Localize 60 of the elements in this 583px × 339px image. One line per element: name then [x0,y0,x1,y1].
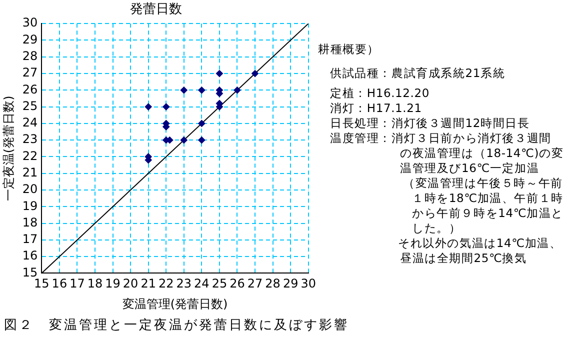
x-tick-label: 30 [300,276,316,291]
y-tick-label: 19 [22,198,38,213]
y-tick-label: 21 [22,165,38,180]
text: １時を18℃加温、午前１時 [412,191,564,205]
point [216,70,223,78]
text: （変温管理は午後５時～午前 [403,176,563,190]
y-tick-label: 29 [22,32,38,46]
x-tick-label: 25 [212,276,228,291]
text: の夜温管理は（18-14℃)の変 [400,146,564,160]
y-tick-label: 22 [22,148,38,163]
text: 耕種概要） [318,42,380,56]
y-tick-label: 24 [22,116,38,130]
x-tick-label: 28 [265,276,280,291]
x-tick-label: 24 [194,276,210,291]
x-tick-label: 18 [87,276,103,291]
text: した。） [412,221,462,235]
x-tick-label: 16 [52,276,68,291]
y-tick-label: 28 [22,49,38,64]
point [252,70,259,78]
point [162,103,170,110]
point [180,136,188,144]
x-tick-label: 29 [282,276,298,291]
text: から午前９時を14℃加温と [412,206,564,220]
text: 定植：H16.12.20 [330,86,430,100]
text: 温管理及び16℃一定加温 [400,161,540,175]
x-tick-label: 26 [230,276,245,291]
y-tick-label: 18 [22,215,38,230]
x-tick-label: 22 [158,276,174,291]
y-tick-label: 20 [22,182,38,196]
x-tick-label: 15 [34,276,50,291]
caption: 図２ 変温管理と一定夜温が発蕾日数に及ぼす影響 [4,317,349,334]
y-tick-label: 26 [22,82,38,96]
y-tick-label: 30 [22,16,38,30]
point [180,86,188,94]
x-tick-label: 17 [70,276,85,291]
x-tick-label: 20 [122,276,138,291]
text: それ以外の気温は14℃加温、 [398,236,562,250]
text: 昼温は全期間25℃換気 [400,251,527,265]
point [144,103,152,110]
point [198,136,206,144]
y-tick-label: 25 [22,98,38,113]
x-tick-label: 21 [140,276,156,291]
text: 供試品種：農試育成系統21系統 [330,66,506,80]
x-tick-label: 23 [176,276,192,291]
point [234,86,241,94]
chart-title: 発蕾日数 [130,2,182,18]
y-tick-label: 15 [22,265,38,280]
y-tick-label: 16 [22,248,38,263]
text: 日長処理：消灯後３週間12時間日長 [330,116,530,130]
x-tick-label: 19 [105,276,120,291]
y-axis-title: 一定夜温(発蕾日数) [1,96,16,202]
y-tick-label: 17 [22,232,38,246]
y-tick-label: 23 [22,132,38,146]
text: 消灯：H17.1.21 [330,101,422,115]
x-axis-title: 変温管理(発蕾日数) [122,296,228,311]
y-tick-label: 27 [22,66,38,80]
point [198,120,206,127]
text: 温度管理：消灯３日前から消灯後３週間 [330,131,552,145]
point [198,86,206,94]
x-tick-label: 27 [247,276,263,291]
